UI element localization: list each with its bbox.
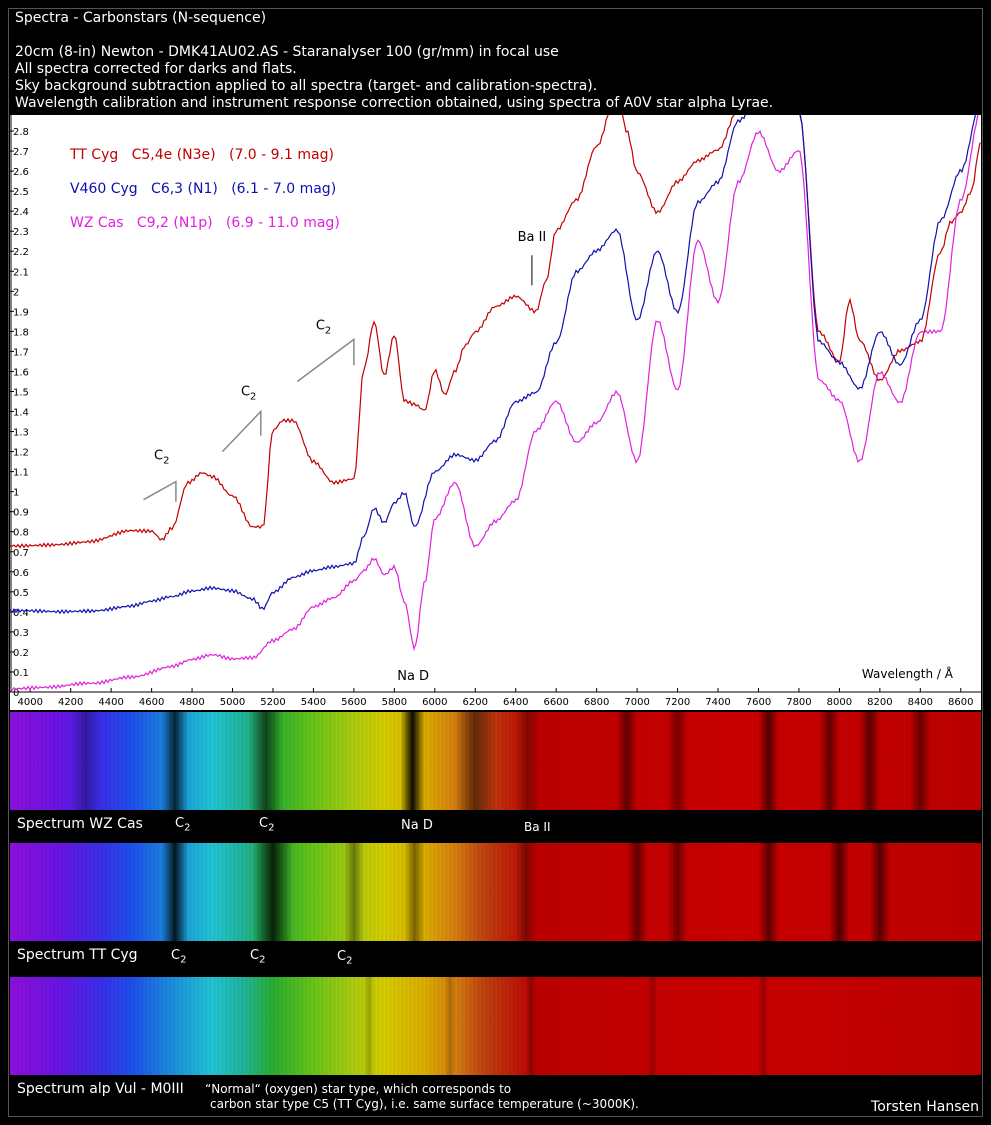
y-tick-label: 2.3 [13,227,29,238]
y-tick-label: 0.6 [13,568,29,579]
x-tick-label: 5600 [341,697,366,708]
spectrum-strip-tt-cyg [10,843,981,941]
y-tick-label: 0.8 [13,528,29,539]
x-tick-label: 8600 [948,697,973,708]
x-tick-label: 6000 [422,697,447,708]
x-tick-label: 8400 [908,697,933,708]
strip-mark-na-d: Na D [401,818,433,833]
y-tick-label: 0.9 [13,508,29,519]
y-tick-label: 2.7 [13,147,29,158]
series-line [10,115,979,692]
y-tick-label: 2.1 [13,267,29,278]
page-title: Spectra - Carbonstars (N-sequence) [15,10,267,26]
x-tick-label: 7800 [786,697,811,708]
x-tick-label: 5000 [220,697,245,708]
x-tick-label: 4800 [179,697,204,708]
y-tick-label: 2.2 [13,247,29,258]
header-line-1: 20cm (8-in) Newton - DMK41AU02.AS - Star… [15,44,559,60]
strip-label-alp-vul: Spectrum alp Vul - M0III [17,1081,184,1097]
note-line-2: carbon star type C5 (TT Cyg), i.e. same … [210,1097,639,1111]
strip-mark-c2: C2 [337,949,353,967]
x-tick-label: 4000 [18,697,43,708]
x-tick-label: 7400 [705,697,730,708]
y-tick-label: 2.6 [13,167,29,178]
y-tick-label: 0.1 [13,668,29,679]
y-tick-label: 0.2 [13,648,29,659]
y-tick-label: 1.6 [13,367,29,378]
strip-mark-c2: C2 [259,816,275,834]
author-credit: Torsten Hansen [871,1099,979,1115]
header-line-4: Wavelength calibration and instrument re… [15,95,774,111]
y-tick-label: 2.5 [13,187,29,198]
annotation-c2: C2 [241,384,256,402]
x-tick-label: 6600 [543,697,568,708]
chart-svg: 0 0.1 0.2 0.3 0.4 0.5 0.6 0.7 0.8 0.9 1 1.1 1.2 1.3 1.… [10,115,981,708]
y-tick-label: 1 [13,488,19,499]
y-tick-label: 0.4 [13,608,29,619]
y-tick-label: 2.4 [13,207,29,218]
series-line [10,115,981,549]
header-line-3: Sky background subtraction applied to al… [15,78,598,94]
y-tick-label: 1.3 [13,428,29,439]
legend-entry: WZ Cas C9,2 (N1p) (6.9 - 11.0 mag) [70,215,340,231]
series-line [10,115,977,615]
x-tick-label: 4400 [98,697,123,708]
y-tick-label: 2 [13,287,19,298]
annotation-c2: C2 [316,318,331,336]
x-tick-label: 5200 [260,697,285,708]
x-tick-label: 4600 [139,697,164,708]
x-tick-label: 7200 [665,697,690,708]
strip-mark-c2: C2 [171,948,187,966]
strip-mark-c2: C2 [175,816,191,834]
x-tick-label: 5400 [301,697,326,708]
y-tick-label: 1.9 [13,307,29,318]
y-tick-label: 1.5 [13,387,29,398]
y-tick-label: 0.3 [13,628,29,639]
y-tick-label: 0 [13,688,19,699]
x-tick-label: 6800 [584,697,609,708]
x-tick-label: 7600 [746,697,771,708]
strip-label-wz-cas: Spectrum WZ Cas [17,816,143,832]
annotation-ba-ii: Ba II [518,230,547,245]
legend-entry: V460 Cyg C6,3 (N1) (6.1 - 7.0 mag) [70,181,336,197]
x-tick-label: 5800 [382,697,407,708]
strip-mark-c2: C2 [250,948,266,966]
x-tick-label: 4200 [58,697,83,708]
x-tick-label: 6400 [503,697,528,708]
y-tick-label: 2.8 [13,127,29,138]
header-line-2: All spectra corrected for darks and flat… [15,61,297,77]
x-tick-label: 6200 [463,697,488,708]
spectrum-strip-alp-vul [10,977,981,1075]
x-tick-label: 8000 [827,697,852,708]
y-tick-label: 1.1 [13,468,29,479]
y-tick-label: 0.7 [13,548,29,559]
annotation-na-d: Na D [397,669,429,684]
band-head-marker [221,409,262,453]
spectrum-strip-wz-cas [10,712,981,810]
y-tick-label: 1.4 [13,408,29,419]
strip-mark-ba-ii: Ba II [524,820,551,834]
y-tick-label: 0.5 [13,588,29,599]
x-tick-label: 8200 [867,697,892,708]
annotation-c2: C2 [154,449,169,467]
image-frame [8,8,983,1117]
y-tick-label: 1.7 [13,347,29,358]
comparison-note: “Normal“ (oxygen) star type, which corre… [205,1082,639,1112]
spectrum-chart: 0 0.1 0.2 0.3 0.4 0.5 0.6 0.7 0.8 0.9 1 1.1 1.2 1.3 1.… [10,115,981,710]
x-axis-label: Wavelength / Å [862,666,954,681]
legend-entry: TT Cyg C5,4e (N3e) (7.0 - 9.1 mag) [69,147,334,163]
x-tick-label: 7000 [624,697,649,708]
strip-label-tt-cyg: Spectrum TT Cyg [17,947,138,963]
band-head-marker [296,337,355,383]
y-tick-label: 1.8 [13,327,29,338]
band-head-marker [143,480,177,502]
y-tick-label: 1.2 [13,448,29,459]
note-line-1: “Normal“ (oxygen) star type, which corre… [205,1082,512,1096]
